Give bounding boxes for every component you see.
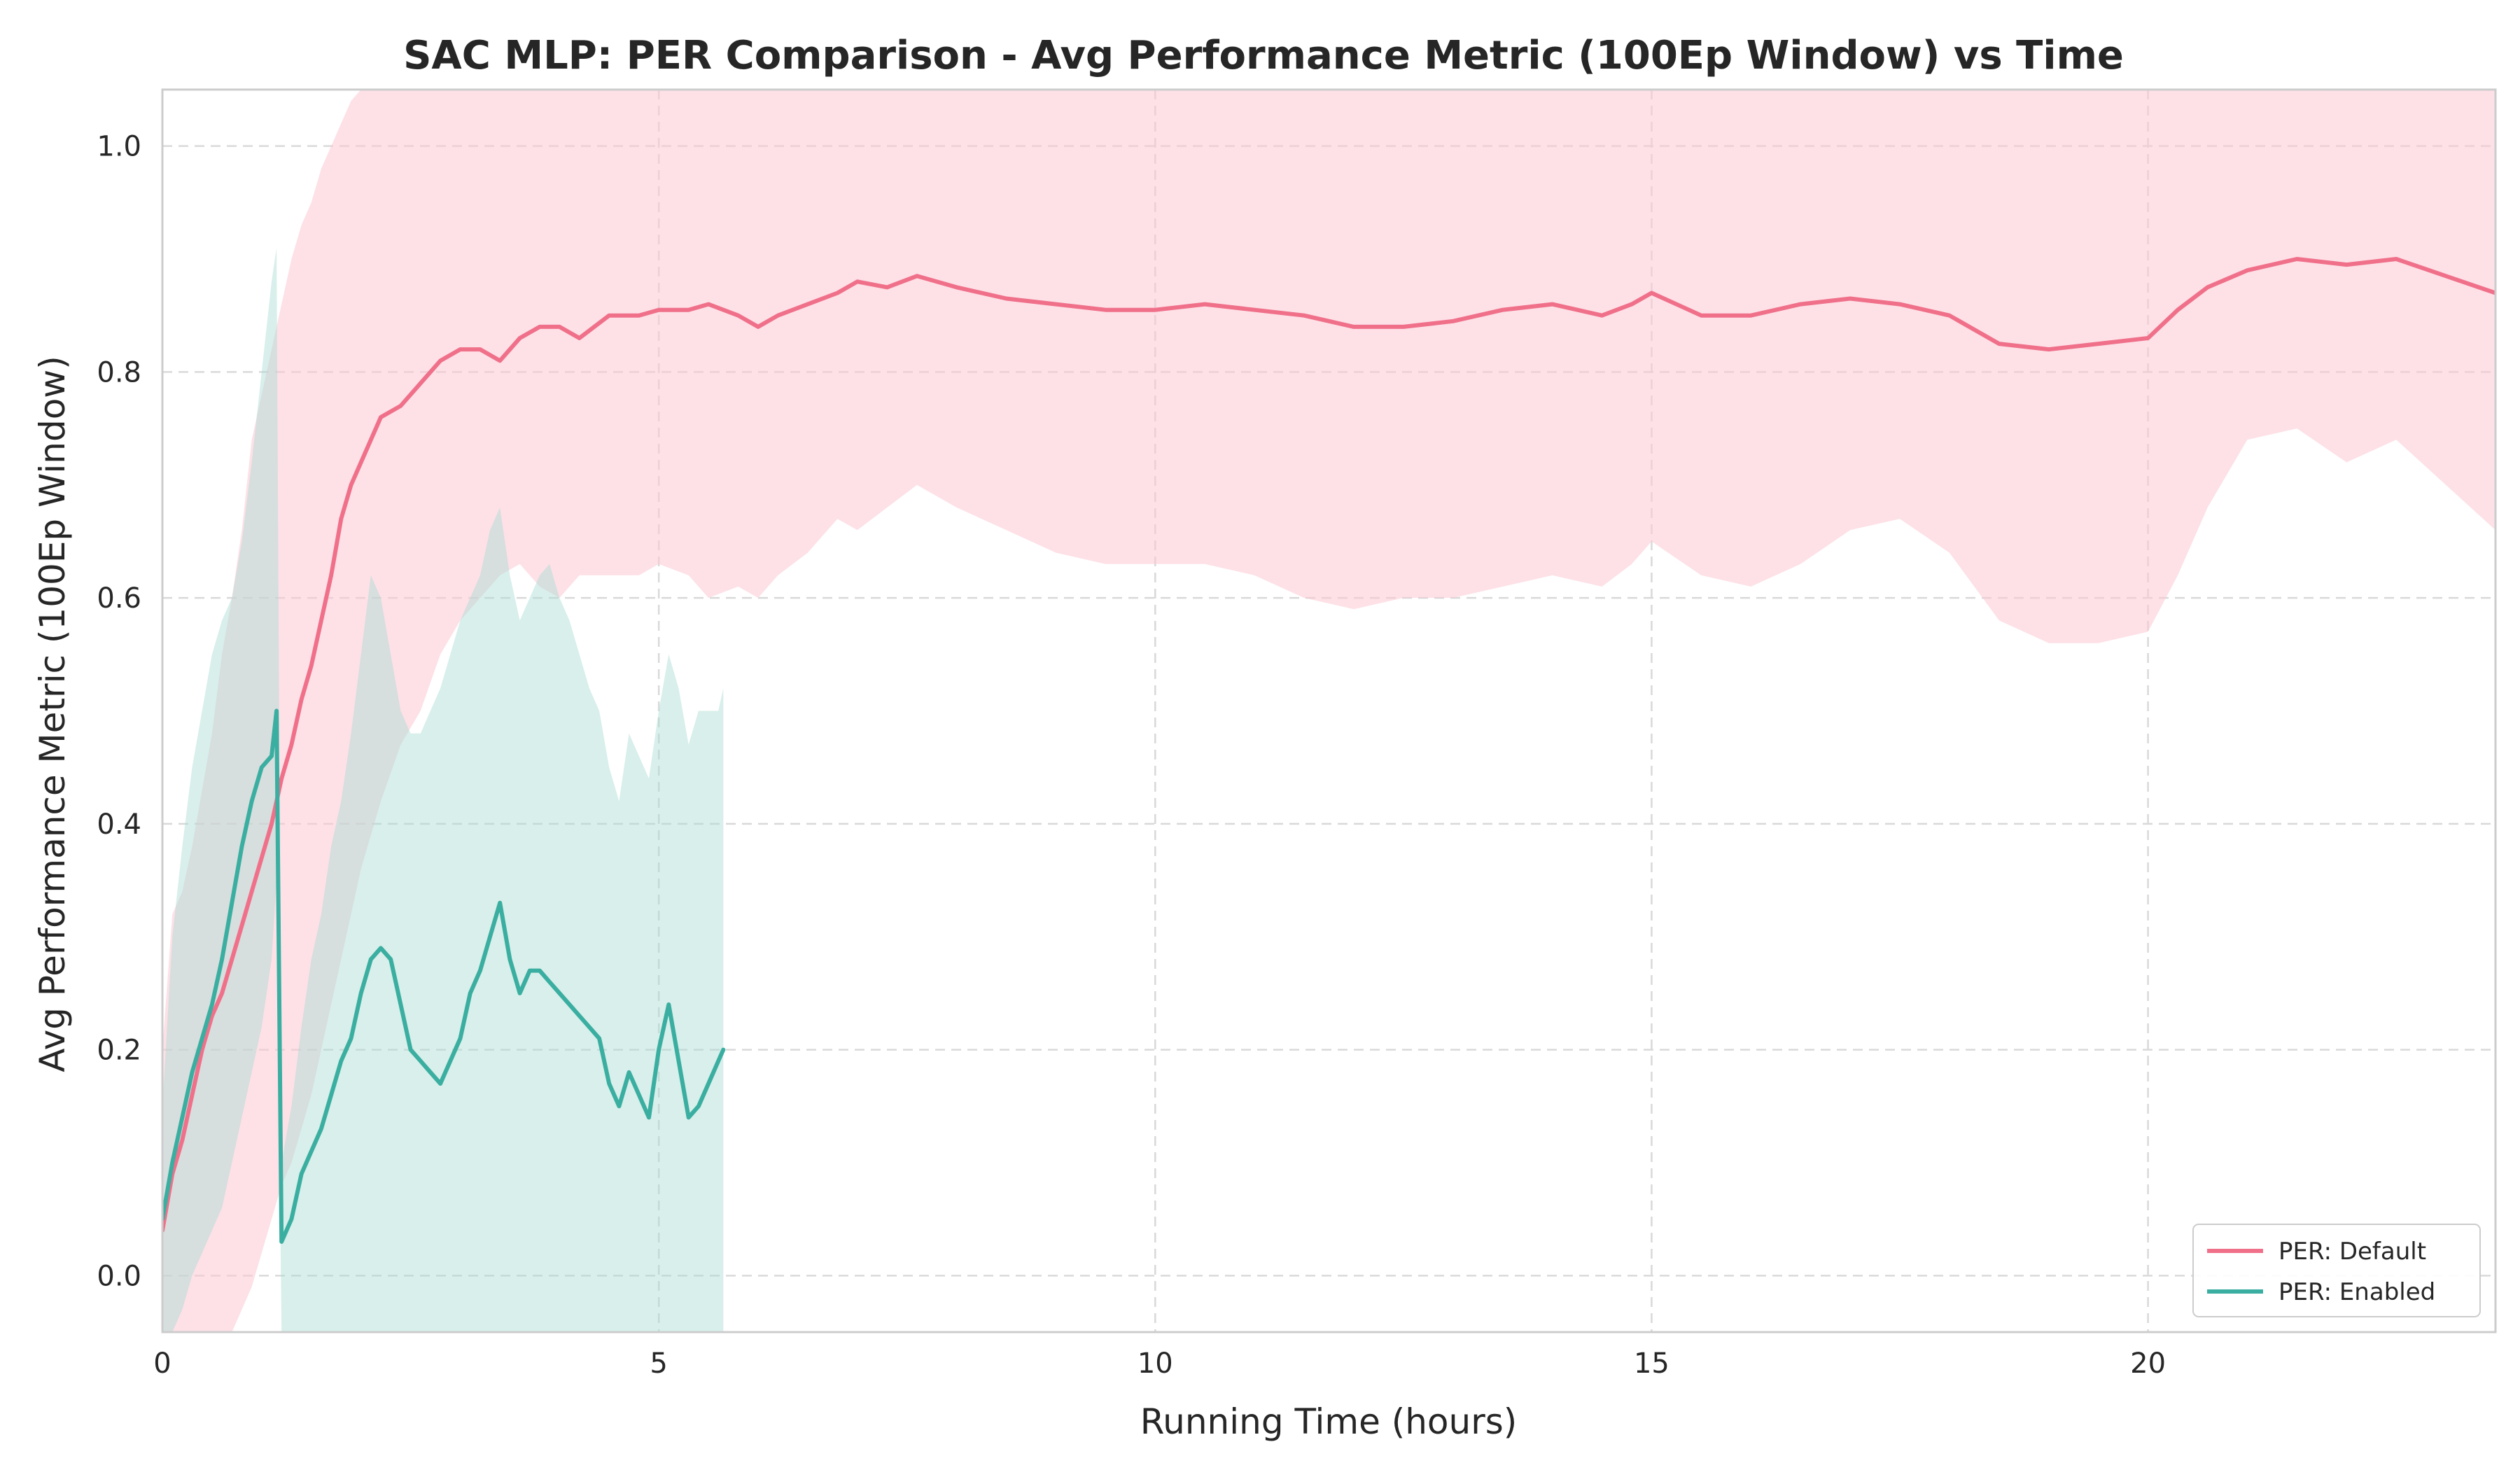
chart-title: SAC MLP: PER Comparison - Avg Performanc… bbox=[403, 33, 2124, 78]
y-tick-label: 1.0 bbox=[97, 131, 141, 163]
x-tick-label: 15 bbox=[1634, 1348, 1670, 1380]
x-ticks: 0 5 10 15 20 bbox=[153, 1348, 2166, 1380]
legend-label-enabled: PER: Enabled bbox=[2278, 1278, 2435, 1306]
y-tick-label: 0.2 bbox=[97, 1035, 141, 1067]
x-tick-label: 0 bbox=[153, 1348, 171, 1380]
confidence-band-enabled bbox=[162, 247, 724, 1332]
legend-box bbox=[2192, 1224, 2481, 1317]
x-tick-label: 20 bbox=[2130, 1348, 2166, 1380]
series-lines bbox=[162, 257, 2496, 1244]
confidence-band-default bbox=[162, 90, 2496, 1332]
legend: PER: Default PER: Enabled bbox=[2192, 1224, 2481, 1317]
plot-frame bbox=[161, 88, 2497, 1334]
x-axis-label: Running Time (hours) bbox=[1140, 1401, 1518, 1442]
confidence-bands bbox=[162, 90, 2496, 1332]
series-line-enabled bbox=[162, 708, 726, 1244]
y-tick-label: 0.0 bbox=[97, 1260, 141, 1292]
series-line-default bbox=[162, 257, 2496, 1233]
y-ticks: 0.0 0.2 0.4 0.6 0.8 1.0 bbox=[97, 131, 141, 1293]
x-tick-label: 10 bbox=[1138, 1348, 1173, 1380]
y-tick-label: 0.4 bbox=[97, 808, 141, 841]
x-tick-label: 5 bbox=[650, 1348, 667, 1380]
y-tick-label: 0.8 bbox=[97, 356, 141, 388]
legend-label-default: PER: Default bbox=[2278, 1238, 2426, 1266]
y-axis-label: Avg Performance Metric (100Ep Window) bbox=[32, 356, 73, 1072]
y-tick-label: 0.6 bbox=[97, 582, 141, 615]
